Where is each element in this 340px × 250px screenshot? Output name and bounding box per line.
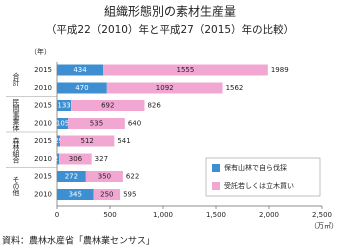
total-label: 327 xyxy=(95,155,108,163)
value-label: 512 xyxy=(81,137,94,145)
bar-segment xyxy=(57,118,69,129)
bar-segment xyxy=(59,153,92,165)
group-label: その他 xyxy=(12,176,20,197)
x-tick-label: 2,000 xyxy=(259,211,279,219)
y-tick-label: 2010 xyxy=(34,84,52,92)
bar-segment xyxy=(57,189,94,200)
value-label: 250 xyxy=(100,191,113,199)
value-label: 350 xyxy=(98,173,111,181)
value-label: 29 xyxy=(54,137,63,145)
value-label: 133 xyxy=(57,102,70,110)
group-label: 民間事業体 xyxy=(12,98,20,132)
chart-title: 組織形態別の素材生産量 xyxy=(104,4,236,19)
y-tick-label: 2010 xyxy=(34,155,52,163)
total-label: 1562 xyxy=(226,84,244,92)
bar-segment xyxy=(71,100,145,111)
bar-segment xyxy=(57,153,60,165)
value-label: 345 xyxy=(69,191,82,199)
bar-segment xyxy=(60,135,115,147)
bar-segment xyxy=(57,64,104,76)
value-label: 21 xyxy=(54,155,63,163)
legend-label: 保有山林で自ら伐採 xyxy=(224,163,287,172)
bar-segment xyxy=(85,171,123,182)
group-label: 合計 xyxy=(12,72,20,88)
legend-swatch xyxy=(212,182,220,190)
x-tick-label: 2,500 xyxy=(312,211,332,219)
value-label: 306 xyxy=(69,155,83,163)
y-tick-label: 2015 xyxy=(34,173,52,181)
value-label: 535 xyxy=(90,120,103,128)
value-label: 470 xyxy=(75,84,88,92)
value-label: 1555 xyxy=(177,66,195,74)
y-tick-label: 2015 xyxy=(34,137,52,145)
bar-segment xyxy=(93,189,121,200)
x-tick-label: 0 xyxy=(55,211,59,219)
bar-segment xyxy=(103,64,268,76)
total-label: 595 xyxy=(123,191,136,199)
bar-segment xyxy=(57,171,86,182)
bar-segment xyxy=(57,82,107,94)
y-tick-label: 2015 xyxy=(34,66,52,74)
value-label: 105 xyxy=(56,120,69,128)
source: 資料：農林水産省「農林業センサス」 xyxy=(2,235,155,247)
total-label: 640 xyxy=(128,120,141,128)
y-tick-label: 2010 xyxy=(34,191,52,199)
value-label: 272 xyxy=(65,173,78,181)
legend-swatch xyxy=(212,164,220,172)
x-tick-label: 1,500 xyxy=(206,211,226,219)
y-tick-label: 2015 xyxy=(34,102,52,110)
value-label: 692 xyxy=(101,102,114,110)
x-tick-label: 500 xyxy=(103,211,116,219)
legend-label: 受託若しくは立木買い xyxy=(224,181,294,190)
bar-segment xyxy=(57,135,61,147)
total-label: 1989 xyxy=(271,66,289,74)
x-tick-label: 1,000 xyxy=(153,211,173,219)
bar-segment xyxy=(68,118,125,129)
total-label: 826 xyxy=(147,102,161,110)
total-label: 622 xyxy=(126,173,139,181)
bar-segment xyxy=(57,100,72,111)
chart-subtitle: （平成22（2010）年と平成27（2015）年の比較） xyxy=(46,23,294,36)
y-tick-label: 2010 xyxy=(34,120,52,128)
x-axis-label: （万㎥） xyxy=(310,221,338,230)
group-label: 森林組合 xyxy=(12,136,20,165)
y-axis-label: （年） xyxy=(30,47,51,56)
total-label: 541 xyxy=(117,137,130,145)
legend-box xyxy=(205,157,321,197)
value-label: 1092 xyxy=(156,84,174,92)
value-label: 434 xyxy=(73,66,87,74)
bar-segment xyxy=(106,82,223,94)
